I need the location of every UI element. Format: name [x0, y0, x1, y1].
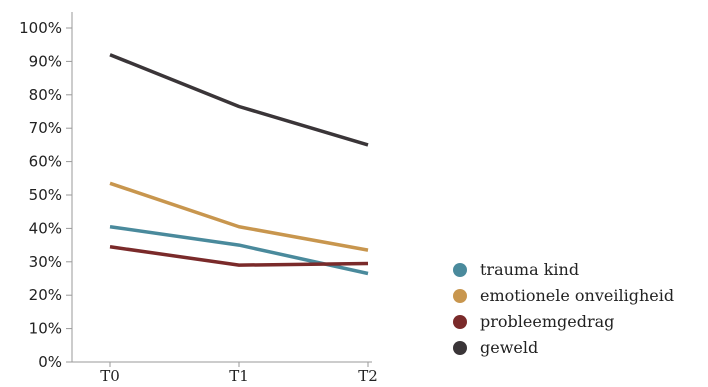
- series-lines: [109, 53, 369, 276]
- y-tick-label: 0%: [38, 353, 62, 371]
- legend-label: emotionele onveiligheid: [480, 286, 674, 305]
- legend-marker-icon: [453, 315, 467, 329]
- series-line-geweld: [109, 53, 369, 147]
- legend-marker-icon: [453, 263, 467, 277]
- y-tick-label: 90%: [29, 52, 62, 70]
- legend-marker-icon: [453, 341, 467, 355]
- legend-item: trauma kind: [453, 260, 579, 279]
- y-tick-label: 30%: [29, 253, 62, 271]
- series-line-probleemgedrag: [109, 245, 369, 267]
- y-tick-label: 100%: [19, 19, 62, 37]
- y-tick-label: 20%: [29, 286, 62, 304]
- x-tick-label: T0: [100, 367, 120, 385]
- y-tick-label: 40%: [29, 219, 62, 237]
- legend-item: probleemgedrag: [453, 312, 614, 331]
- series-line-emotionele-onveiligheid: [109, 181, 369, 252]
- legend: trauma kind emotionele onveiligheid proble…: [453, 260, 674, 357]
- legend-marker-icon: [453, 289, 467, 303]
- y-tick-label: 80%: [29, 86, 62, 104]
- y-tick-label: 10%: [29, 320, 62, 338]
- x-tick-label: T2: [358, 367, 378, 385]
- y-tick-label: 70%: [29, 119, 62, 137]
- x-axis: T0 T1 T2: [72, 361, 378, 385]
- legend-label: probleemgedrag: [480, 312, 614, 331]
- x-tick-label: T1: [229, 367, 249, 385]
- y-axis: 0% 10% 20% 30% 40% 50% 60% 70% 80% 90% 100%: [19, 12, 73, 371]
- legend-label: geweld: [480, 338, 538, 357]
- legend-item: geweld: [453, 338, 538, 357]
- legend-label: trauma kind: [480, 260, 579, 279]
- y-tick-label: 50%: [29, 186, 62, 204]
- legend-item: emotionele onveiligheid: [453, 286, 674, 305]
- y-tick-label: 60%: [29, 153, 62, 171]
